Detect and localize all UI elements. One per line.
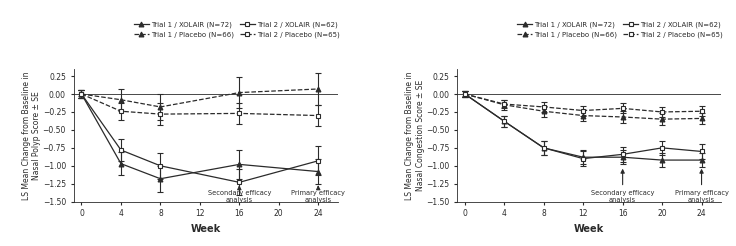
Text: Primary efficacy
analysis: Primary efficacy analysis xyxy=(675,170,729,203)
X-axis label: Week: Week xyxy=(574,224,604,234)
Legend: Trial 1 / XOLAIR (N=72), Trial 1 / Placebo (N=66), Trial 2 / XOLAIR (N=62), Tria: Trial 1 / XOLAIR (N=72), Trial 1 / Place… xyxy=(517,22,723,38)
Y-axis label: LS Mean Change from Baseline in
Nasal Congestion Score ± SE: LS Mean Change from Baseline in Nasal Co… xyxy=(405,71,425,200)
Text: Secondary efficacy
analysis: Secondary efficacy analysis xyxy=(208,186,271,203)
Legend: Trial 1 / XOLAIR (N=72), Trial 1 / Placebo (N=66), Trial 2 / XOLAIR (N=62), Tria: Trial 1 / XOLAIR (N=72), Trial 1 / Place… xyxy=(134,22,340,38)
Text: Secondary efficacy
analysis: Secondary efficacy analysis xyxy=(591,170,654,203)
Y-axis label: LS Mean Change from Baseline in
Nasal Polyp Score ± SE: LS Mean Change from Baseline in Nasal Po… xyxy=(22,71,41,200)
Text: Primary efficacy
analysis: Primary efficacy analysis xyxy=(291,186,345,203)
X-axis label: Week: Week xyxy=(191,224,221,234)
